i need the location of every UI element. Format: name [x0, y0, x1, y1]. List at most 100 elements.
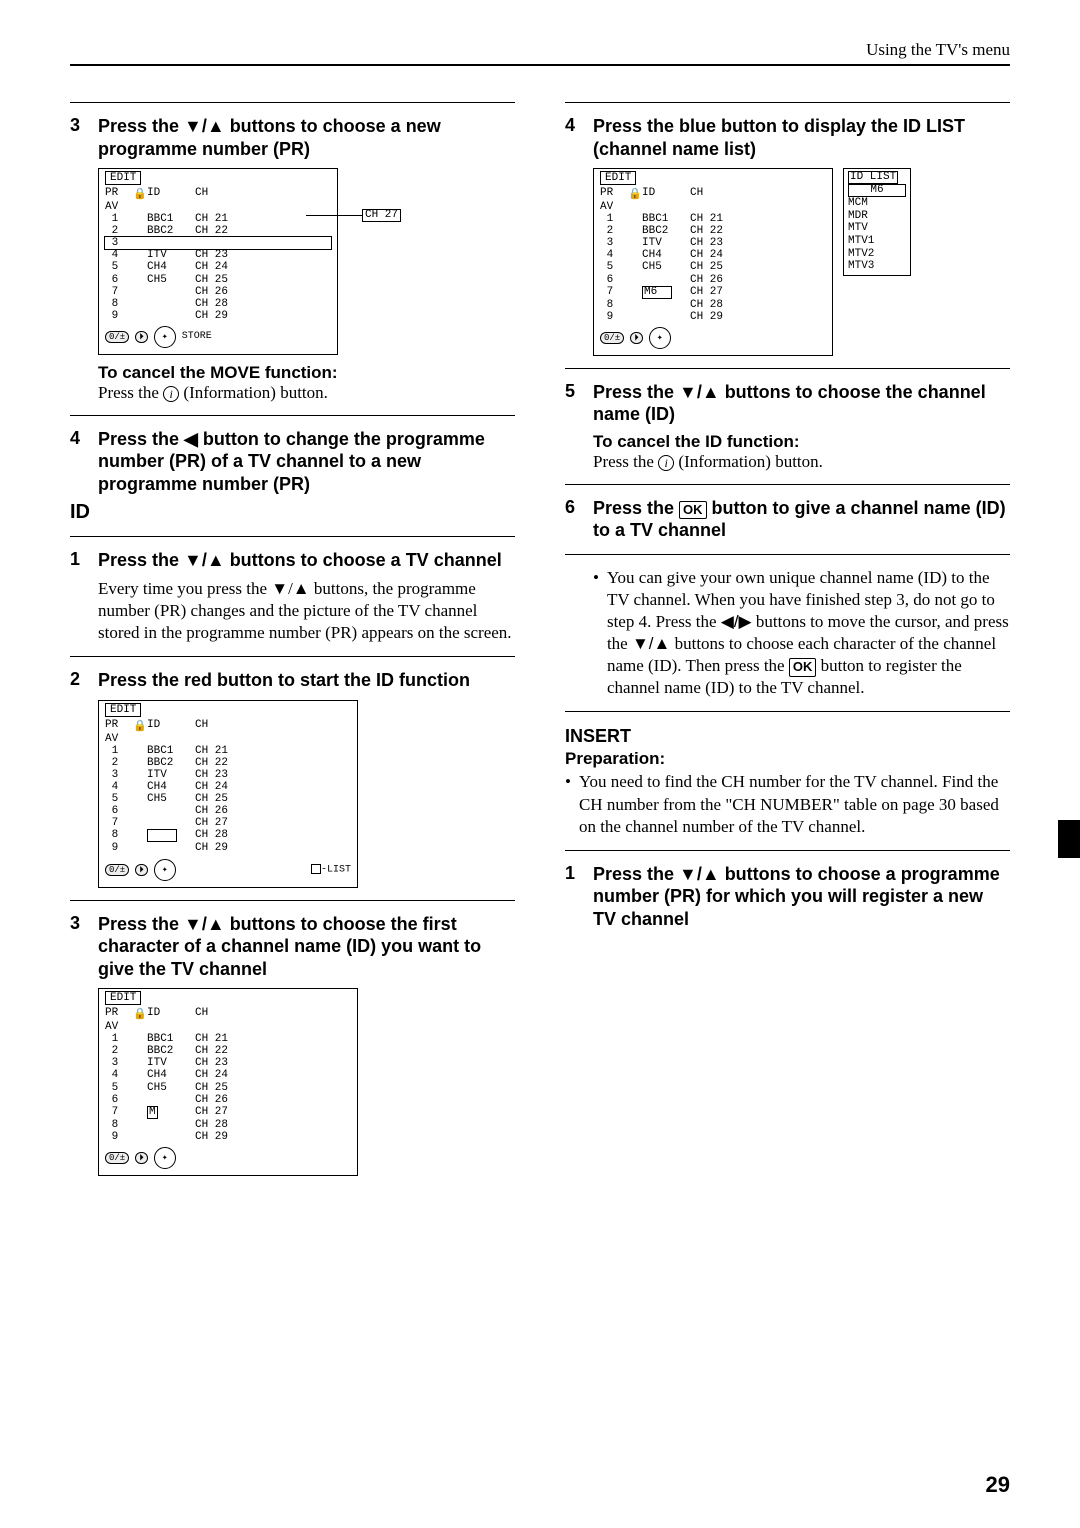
pill-icon: ⏵: [135, 864, 148, 876]
step-title: Press the ▼/▲ buttons to choose a new pr…: [98, 115, 515, 160]
nav-circle-icon: ✦: [154, 1147, 176, 1169]
step-title: Press the OK button to give a channel na…: [593, 497, 1010, 542]
table-row: 7CH 26: [105, 286, 331, 298]
list-item: MTV: [848, 222, 906, 235]
right-step5: 5 Press the ▼/▲ buttons to choose the ch…: [565, 381, 1010, 426]
cancel-move-body: Press the i (Information) button.: [98, 383, 515, 403]
left-step4: 4 Press the ◀ button to change the progr…: [70, 428, 515, 496]
edit-title: EDIT: [105, 171, 141, 185]
fig-edit-idlist: EDIT PR🔒IDCH AV 1BBC1CH 21 2BBC2CH 22 3I…: [593, 168, 1010, 356]
id-step1-body: Every time you press the ▼/▲ buttons, th…: [98, 578, 515, 644]
id-heading: ID: [70, 501, 515, 524]
pill-icon: 0/±: [600, 332, 624, 344]
remote-legend: 0/± ⏵ ✦ -LIST: [105, 859, 351, 881]
table-row: 8 CH 28: [105, 829, 351, 842]
table-row: 2BBC2CH 22: [105, 1045, 351, 1057]
step-title: Press the ▼/▲ buttons to choose the firs…: [98, 913, 515, 981]
legend-square-icon: [311, 864, 321, 874]
cancel-id-title: To cancel the ID function:: [593, 432, 1010, 452]
nav-circle-icon: ✦: [154, 326, 176, 348]
table-row: 4ITVCH 23: [105, 249, 331, 261]
table-row: 6CH 26: [105, 1094, 351, 1106]
page-number: 29: [986, 1472, 1010, 1498]
pill-icon: ⏵: [135, 331, 148, 343]
table-row: 8CH 28: [105, 298, 331, 310]
step-title: Press the ▼/▲ buttons to choose the chan…: [593, 381, 1010, 426]
t: Press the: [98, 914, 184, 934]
table-row: AV: [105, 201, 331, 213]
table-row: 9CH 29: [105, 1131, 351, 1143]
table-row: 1BBC1CH 21: [105, 1033, 351, 1045]
id-list-box: ID LIST M6 MCMMDRMTVMTV1MTV2MTV3: [843, 168, 911, 276]
table-row: 3ITVCH 23: [600, 237, 826, 249]
table-row: 5CH5CH 25: [105, 793, 351, 805]
table-row: AV: [105, 733, 351, 745]
table-row: 1BBC1CH 21: [105, 745, 351, 757]
rule: [70, 900, 515, 901]
step-title: Press the ▼/▲ buttons to choose a TV cha…: [98, 549, 502, 572]
idlist-title: ID LIST: [848, 171, 898, 184]
pill-icon: ⏵: [135, 1152, 148, 1164]
step6-note-text: You can give your own unique channel nam…: [607, 567, 1010, 700]
left-column: 3 Press the ▼/▲ buttons to choose a new …: [70, 90, 515, 1184]
remote: 0/± ⏵ ✦: [600, 327, 826, 349]
step-num: 3: [70, 115, 88, 160]
rule: [70, 536, 515, 537]
table-row: 4CH4CH 24: [600, 249, 826, 261]
table-row: 4CH4CH 24: [105, 781, 351, 793]
right-column: 4 Press the blue button to display the I…: [565, 90, 1010, 1184]
rule: [70, 102, 515, 103]
table-row: AV: [105, 1021, 351, 1033]
bullet-icon: •: [593, 567, 599, 700]
t: (Information) button.: [179, 383, 328, 402]
remote: 0/± ⏵ ✦: [105, 1147, 351, 1169]
idlist-selected: M6: [848, 184, 906, 197]
t: Press the: [593, 382, 679, 402]
rule: [565, 484, 1010, 485]
pill-icon: 0/±: [105, 864, 129, 876]
fig-edit-1: EDIT PR 🔒 ID CH AV 1BBC1CH 21 2BBC2CH 22…: [98, 168, 515, 355]
edit-title: EDIT: [105, 991, 141, 1005]
header-rule: [70, 64, 1010, 66]
step6-note: • You can give your own unique channel n…: [593, 567, 1010, 700]
info-icon: i: [163, 386, 179, 402]
pill-icon: 0/±: [105, 331, 129, 343]
rule: [565, 368, 1010, 369]
t: (Information) button.: [674, 452, 823, 471]
id-step3: 3 Press the ▼/▲ buttons to choose the fi…: [70, 913, 515, 981]
rule: [70, 656, 515, 657]
table-row: 3: [105, 237, 331, 249]
id-step1: 1 Press the ▼/▲ buttons to choose a TV c…: [70, 549, 515, 572]
table-row: 9CH 29: [600, 311, 826, 323]
table-row: 5CH5CH 25: [105, 1082, 351, 1094]
table-row: 5CH5CH 25: [600, 261, 826, 273]
step-num: 4: [70, 428, 88, 496]
step-title: Press the red button to start the ID fun…: [98, 669, 470, 692]
table-row: AV: [600, 201, 826, 213]
ok-button-icon: OK: [789, 658, 817, 677]
cancel-move-title: To cancel the MOVE function:: [98, 363, 515, 383]
step-num: 4: [565, 115, 583, 160]
remote-label: STORE: [182, 331, 212, 342]
pill-icon: 0/±: [105, 1152, 129, 1164]
table-row: 1BBC1CH 21: [105, 213, 331, 225]
down-up-icon: ▼/▲: [184, 116, 225, 136]
step-num: 1: [70, 549, 88, 572]
pill-icon: ⏵: [630, 332, 643, 344]
down-up-icon: ▼/▲: [184, 914, 225, 934]
t: buttons to choose a TV channel: [225, 550, 502, 570]
rule: [565, 102, 1010, 103]
table-row: 5CH4CH 24: [105, 261, 331, 273]
step-num: 3: [70, 913, 88, 981]
t: Press the: [593, 864, 679, 884]
step-num: 2: [70, 669, 88, 692]
table-row: 1BBC1CH 21: [600, 213, 826, 225]
t: Press the: [98, 116, 184, 136]
preparation-heading: Preparation:: [565, 749, 1010, 769]
step-num: 5: [565, 381, 583, 426]
table-row: 6CH 26: [105, 805, 351, 817]
step-title: Press the ▼/▲ buttons to choose a progra…: [593, 863, 1010, 931]
table-row: 2BBC2CH 22: [600, 225, 826, 237]
rule: [565, 711, 1010, 712]
step-title: Press the blue button to display the ID …: [593, 115, 1010, 160]
